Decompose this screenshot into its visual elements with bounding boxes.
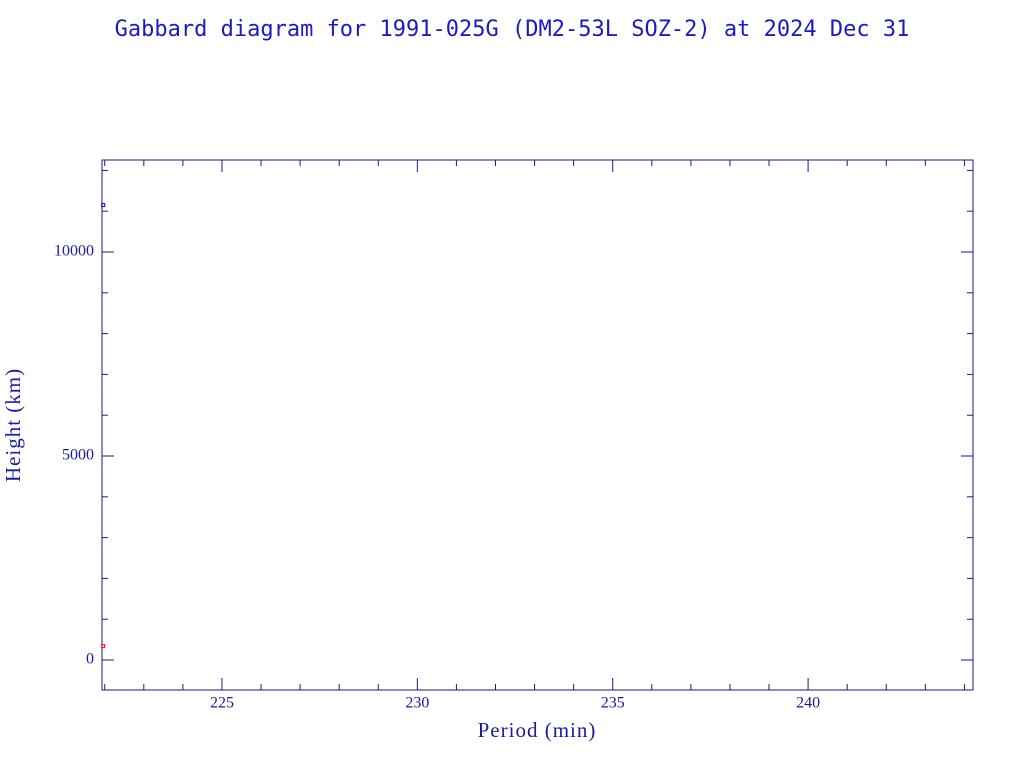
plot-frame [101, 159, 974, 691]
x-tick-label: 235 [601, 695, 625, 712]
x-tick-label: 225 [210, 695, 234, 712]
chart-title: Gabbard diagram for 1991-025G (DM2-53L S… [115, 17, 910, 42]
y-tick-label: 5000 [62, 447, 94, 464]
y-tick-label: 10000 [54, 243, 94, 260]
point [101, 203, 106, 208]
x-tick-label: 230 [405, 695, 429, 712]
y-tick-label: 0 [86, 651, 94, 668]
x-tick-label: 240 [796, 695, 820, 712]
x-axis-label: Period (min) [478, 718, 597, 742]
y-axis-label: Height (km) [1, 368, 25, 482]
point [101, 644, 106, 649]
